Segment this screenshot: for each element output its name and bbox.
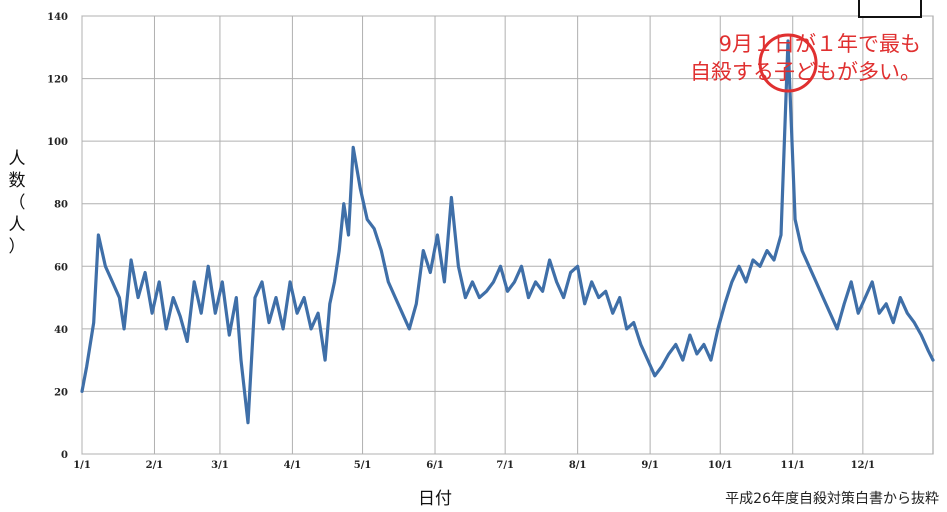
y-axis-label-char: ） xyxy=(8,237,26,257)
series-line xyxy=(80,39,935,425)
x-tick-label: 5/1 xyxy=(354,460,372,471)
x-tick-label: 11/1 xyxy=(780,460,805,471)
x-tick-label: 12/1 xyxy=(851,460,876,471)
annotation-line-2: 自殺する子どもが多い。 xyxy=(690,60,921,84)
y-tick-label: 40 xyxy=(54,325,68,336)
x-tick-label: 8/1 xyxy=(569,460,587,471)
x-tick-label: 6/1 xyxy=(426,460,444,471)
y-tick-label: 0 xyxy=(61,450,68,461)
y-axis-label-char: （ xyxy=(8,193,26,213)
x-tick-label: 10/1 xyxy=(708,460,733,471)
y-tick-label: 80 xyxy=(54,200,68,211)
x-tick-label: 3/1 xyxy=(211,460,229,471)
y-tick-label: 60 xyxy=(54,262,68,273)
x-axis-label: 日付 xyxy=(418,489,452,509)
annotation-line-1: 9月１日が１年で最も xyxy=(718,32,921,56)
x-tick-label: 7/1 xyxy=(496,460,514,471)
annotation-circle xyxy=(758,33,818,93)
corner-box xyxy=(858,0,922,18)
x-tick-label: 9/1 xyxy=(641,460,659,471)
y-axis-label: 人数（人） xyxy=(6,148,28,258)
y-tick-label: 140 xyxy=(47,12,68,23)
source-note: 平成26年度自殺対策白書から抜粋 xyxy=(725,491,939,507)
series-layer xyxy=(80,39,935,425)
y-axis-label-char: 人 xyxy=(8,215,26,235)
annotation-text: 9月１日が１年で最も 自殺する子どもが多い。 xyxy=(690,30,921,86)
y-axis-label-char: 数 xyxy=(8,171,26,191)
x-axis-ticks: 1/1 2/1 3/1 4/1 5/1 6/1 7/1 8/1 9/1 10/1 11/1 12/1 xyxy=(73,460,875,471)
x-tick-label: 1/1 xyxy=(73,460,91,471)
y-tick-label: 100 xyxy=(47,137,68,148)
y-tick-label: 20 xyxy=(54,387,68,398)
y-axis-ticks: 0 20 40 60 80 100 120 140 xyxy=(47,12,68,461)
y-axis-label-char: 人 xyxy=(8,149,26,169)
x-tick-label: 2/1 xyxy=(146,460,164,471)
y-tick-label: 120 xyxy=(47,75,68,86)
x-tick-label: 4/1 xyxy=(284,460,302,471)
